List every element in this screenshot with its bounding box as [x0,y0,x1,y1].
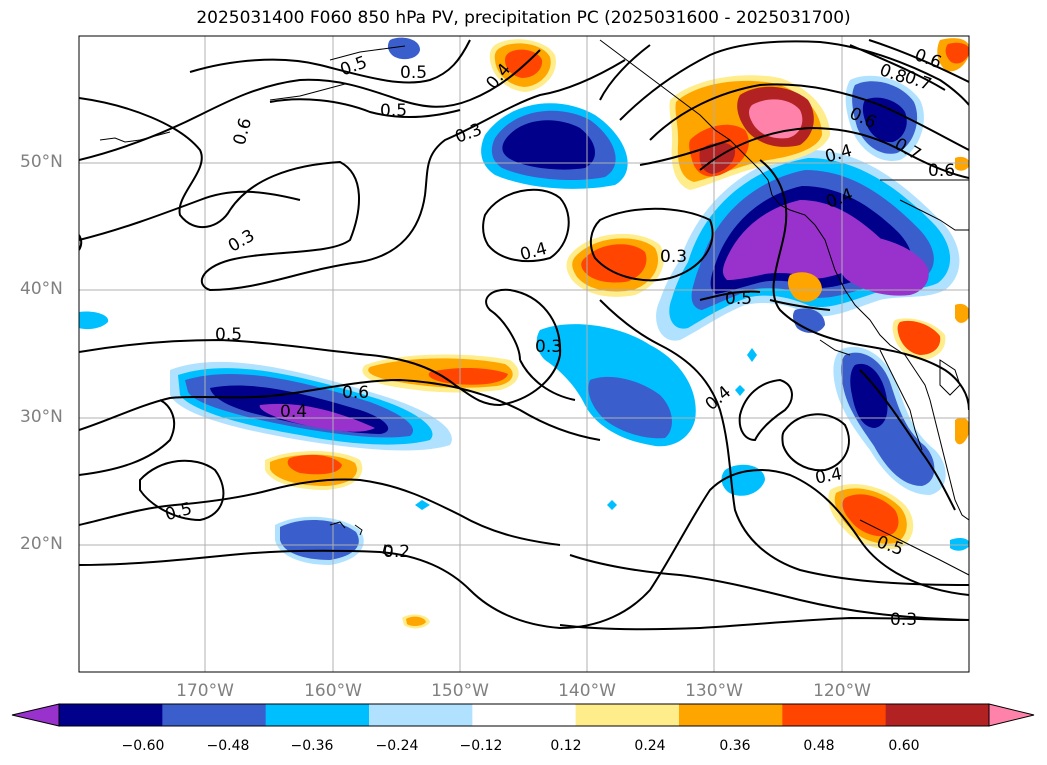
colorbar-tick-label: −0.36 [290,738,334,754]
colorbar-segment [885,704,990,726]
contour-label: 0.3 [660,247,687,267]
contour-label: 0.3 [890,610,917,630]
lat-label-30n: 30°N [20,407,63,427]
precip-negative-regions [79,37,969,565]
colorbar-segment [472,704,577,726]
map-title: 2025031400 F060 850 hPa PV, precipitatio… [196,8,851,28]
contour-label: 0.6 [342,383,369,403]
colorbar-tick-label: −0.24 [375,738,419,754]
colorbar-tick-label: 0.48 [803,738,835,754]
lon-label-150w: 150°W [431,681,489,701]
colorbar-segment [265,704,370,726]
colorbar-tick-label: 0.36 [719,738,751,754]
colorbar-segment [679,704,783,726]
contour-label: 0.3 [535,337,562,357]
map-plot-area: 0.6 0.5 0.5 0.4 0.3 0.3 0.4 0.3 0.5 0.5 … [79,36,969,672]
colorbar-frame [58,703,990,727]
lat-label-50n: 50°N [20,152,63,172]
lon-label-130w: 130°W [685,681,743,701]
contour-label: 0.5 [725,289,752,309]
contour-label: 0.2 [383,542,410,562]
contour-label: 0.5 [380,101,407,121]
colorbar-extend-max [988,703,1035,727]
contour-label: 0.6 [928,161,955,181]
colorbar-tick-label: 0.12 [550,738,582,754]
colorbar-segment [369,704,473,726]
pv-contours [79,39,969,631]
map-frame [78,35,970,673]
colorbar-tick-label: −0.48 [206,738,250,754]
colorbar-segment [575,704,680,726]
colorbar-extend-min [11,703,60,727]
colorbar-tick-label: 0.60 [888,738,920,754]
colorbar-tick-label: 0.24 [634,738,666,754]
colorbar-segment [162,704,267,726]
lat-label-40n: 40°N [20,279,63,299]
colorbar-segment [782,704,887,726]
contour-label: 0.5 [400,63,427,83]
lon-label-140w: 140°W [558,681,616,701]
coastlines [99,39,969,576]
colorbar-tick-label: −0.60 [121,738,165,754]
map-gridlines [79,36,969,672]
lon-label-120w: 120°W [813,681,871,701]
colorbar-tick-label: −0.12 [459,738,503,754]
lon-label-170w: 170°W [176,681,234,701]
colorbar [11,703,1035,727]
lat-label-20n: 20°N [20,534,63,554]
contour-label: 0.4 [280,402,307,422]
lon-label-160w: 160°W [304,681,362,701]
contour-label: 0.4 [814,464,844,488]
contour-label: 0.5 [215,325,242,345]
colorbar-segment [59,704,163,726]
